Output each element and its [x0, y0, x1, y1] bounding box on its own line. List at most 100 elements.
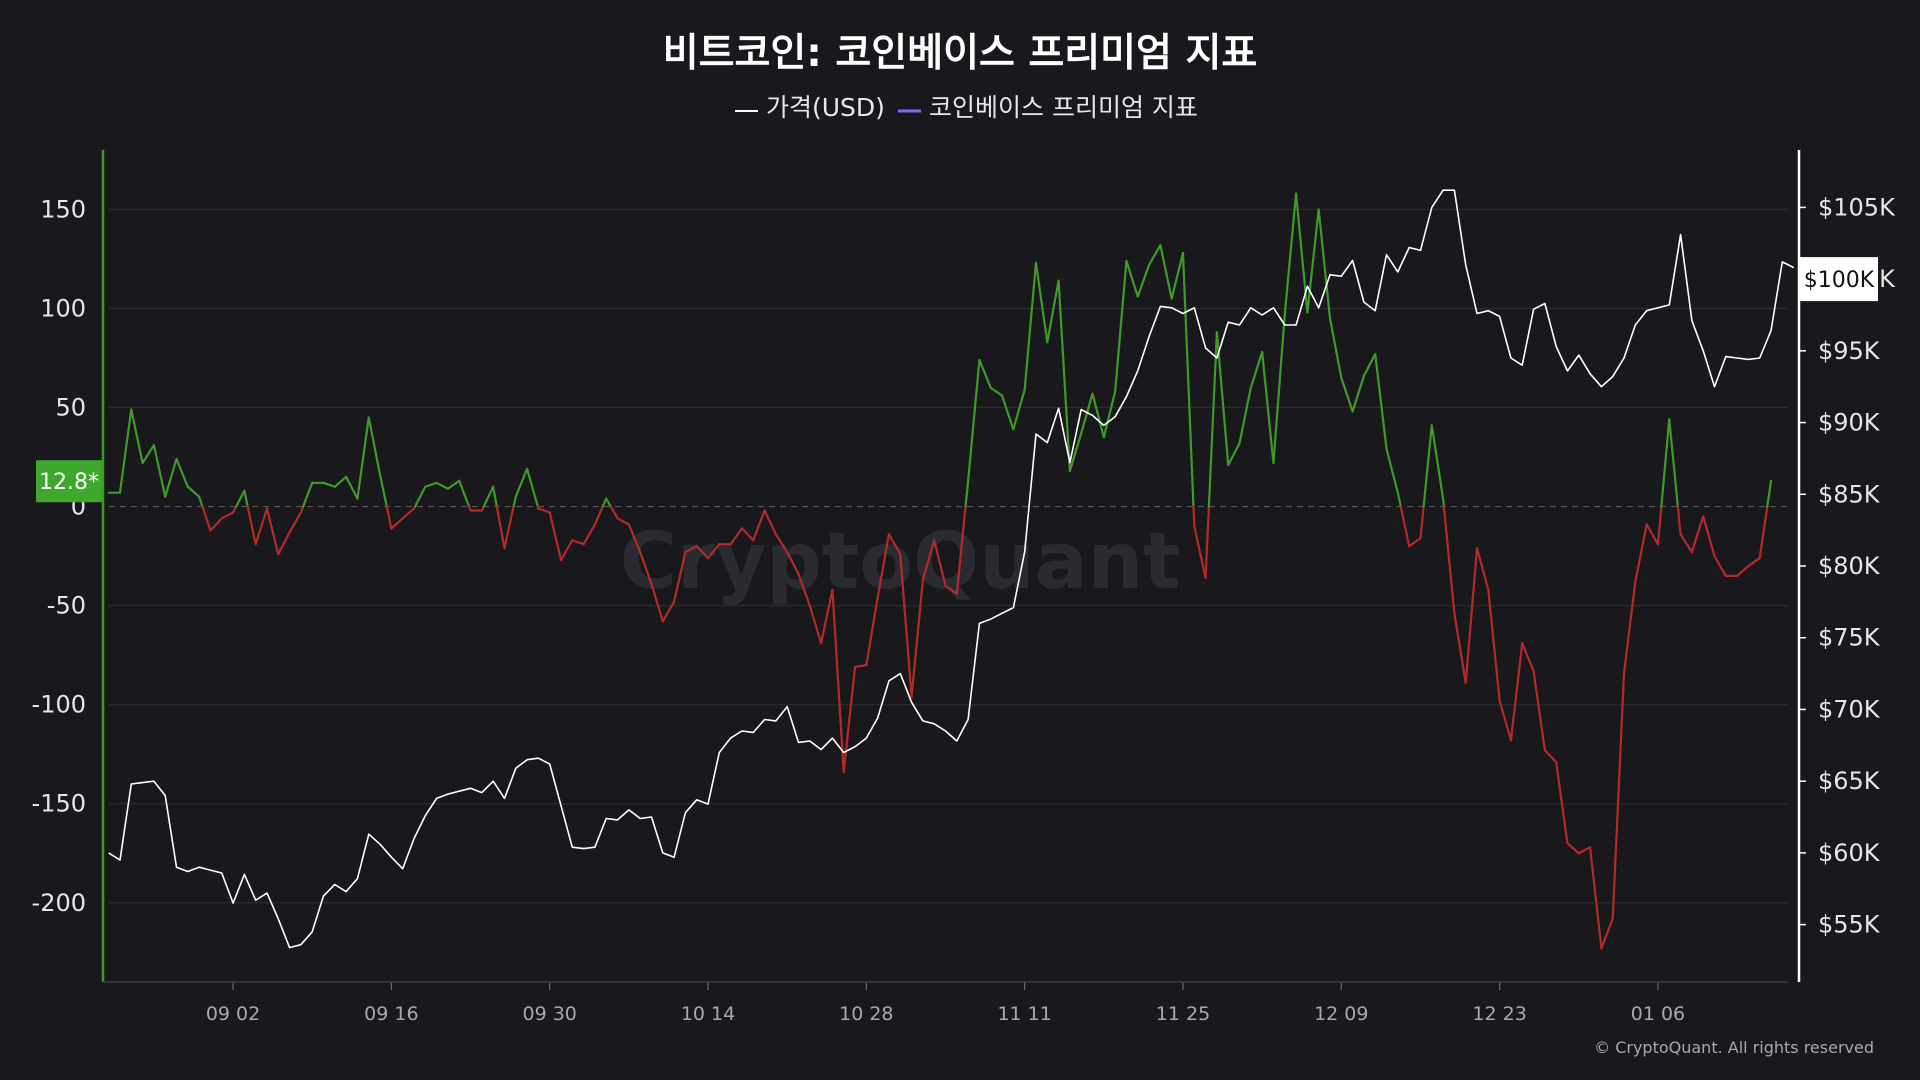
premium-segment	[1385, 448, 1399, 494]
premium-segment	[763, 509, 777, 536]
premium-segment	[458, 479, 471, 508]
premium-segment	[152, 444, 167, 498]
premium-segment	[582, 523, 597, 546]
premium-segment	[1306, 208, 1320, 314]
premium-segment	[537, 507, 551, 514]
premium-segment	[220, 511, 235, 520]
premium-segment	[921, 539, 936, 581]
premium-segment	[209, 517, 223, 532]
premium-segment	[706, 543, 721, 560]
x-tick-label: 11 11	[997, 1003, 1051, 1025]
premium-segment	[1747, 556, 1761, 568]
premium-segment	[1713, 554, 1727, 578]
premium-segment	[639, 551, 653, 585]
premium-segment	[413, 485, 427, 508]
premium-segment	[446, 479, 461, 490]
premium-segment	[1736, 564, 1750, 578]
premium-segment	[141, 444, 155, 465]
current-premium-label: 12.8*	[39, 470, 99, 495]
premium-segment	[1600, 917, 1614, 950]
premium-segment	[1362, 352, 1377, 377]
premium-segment	[1000, 394, 1015, 431]
premium-segment	[1660, 418, 1671, 508]
premium-segment	[650, 582, 664, 623]
left-tick-label: 50	[55, 394, 86, 422]
premium-segment	[876, 533, 891, 599]
premium-segment	[1023, 261, 1038, 391]
premium-segment	[740, 527, 755, 542]
premium-segment	[842, 665, 857, 774]
premium-segment	[1396, 491, 1402, 508]
legend-entry-premium[interactable]: 코인베이스 프리미엄 지표	[898, 93, 1198, 122]
right-tick-label: $90K	[1818, 409, 1881, 437]
premium-segment	[944, 584, 958, 595]
right-tick-label: $85K	[1818, 480, 1881, 508]
premium-segment	[1399, 505, 1411, 548]
premium-segment	[322, 481, 336, 488]
premium-segment	[302, 481, 314, 508]
premium-segment	[1509, 642, 1524, 742]
premium-segment	[243, 489, 249, 508]
x-tick-label: 10 14	[681, 1003, 735, 1025]
right-tick-label: $60K	[1818, 839, 1881, 867]
premium-segment	[265, 507, 280, 556]
legend-entry-price[interactable]: 가격(USD)	[735, 93, 885, 122]
premium-segment	[1422, 424, 1433, 508]
premium-segment	[1419, 505, 1425, 540]
premium-segment	[333, 475, 348, 488]
premium-segment	[627, 523, 642, 554]
premium-segment	[1464, 547, 1479, 684]
right-tick-label: $80K	[1818, 552, 1881, 580]
premium-segment	[967, 358, 981, 482]
premium-segment	[1147, 243, 1162, 266]
premium-segment	[1475, 547, 1490, 591]
premium-segment	[175, 457, 189, 488]
premium-segment	[1690, 515, 1705, 554]
premium-segment	[1668, 418, 1679, 508]
premium-segment	[1408, 537, 1422, 548]
premium-segment	[118, 408, 133, 494]
premium-segment	[1521, 642, 1535, 673]
premium-segment	[1057, 279, 1071, 473]
right-tick-label: $70K	[1818, 695, 1881, 723]
left-tick-label: 150	[40, 195, 86, 223]
premium-segment	[887, 533, 902, 556]
premium-segment	[130, 408, 144, 465]
x-tick-label: 01 06	[1631, 1003, 1685, 1025]
premium-segment	[695, 545, 710, 560]
premium-segment	[1080, 392, 1094, 435]
x-tick-label: 10 28	[839, 1003, 893, 1025]
premium-segment	[235, 489, 246, 508]
premium-segment	[186, 485, 201, 498]
premium-segment	[1588, 846, 1603, 950]
premium-segment	[482, 485, 495, 508]
legend-label-premium: 코인베이스 프리미엄 지표	[929, 93, 1198, 122]
premium-segment	[1193, 525, 1207, 579]
premium-segment	[1622, 580, 1637, 675]
premium-segment	[1611, 671, 1626, 920]
premium-segment	[1012, 388, 1026, 431]
premium-segment	[1261, 350, 1275, 465]
x-tick-label: 12 09	[1314, 1003, 1368, 1025]
premium-segment	[609, 505, 619, 520]
premium-segment	[955, 505, 967, 595]
x-tick-label: 09 02	[206, 1003, 260, 1025]
premium-segment	[201, 505, 212, 532]
premium-segment	[910, 578, 924, 698]
premium-segment	[899, 553, 913, 698]
premium-series	[107, 192, 1773, 950]
current-price-label: $100K	[1804, 268, 1875, 293]
x-tick-label: 11 25	[1156, 1003, 1210, 1025]
premium-segment	[865, 596, 879, 667]
premium-segment	[385, 505, 393, 530]
right-tick-label: $55K	[1818, 911, 1881, 939]
premium-segment	[752, 509, 766, 542]
premium-segment	[1442, 505, 1456, 615]
premium-segment	[1046, 279, 1060, 344]
right-tick-label: $75K	[1818, 624, 1881, 652]
premium-segment	[1170, 251, 1185, 300]
premium-segment	[831, 588, 845, 774]
premium-segment	[512, 495, 517, 508]
